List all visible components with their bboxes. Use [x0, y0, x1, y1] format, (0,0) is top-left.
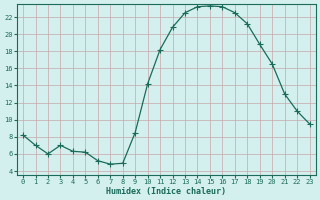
- X-axis label: Humidex (Indice chaleur): Humidex (Indice chaleur): [106, 187, 226, 196]
